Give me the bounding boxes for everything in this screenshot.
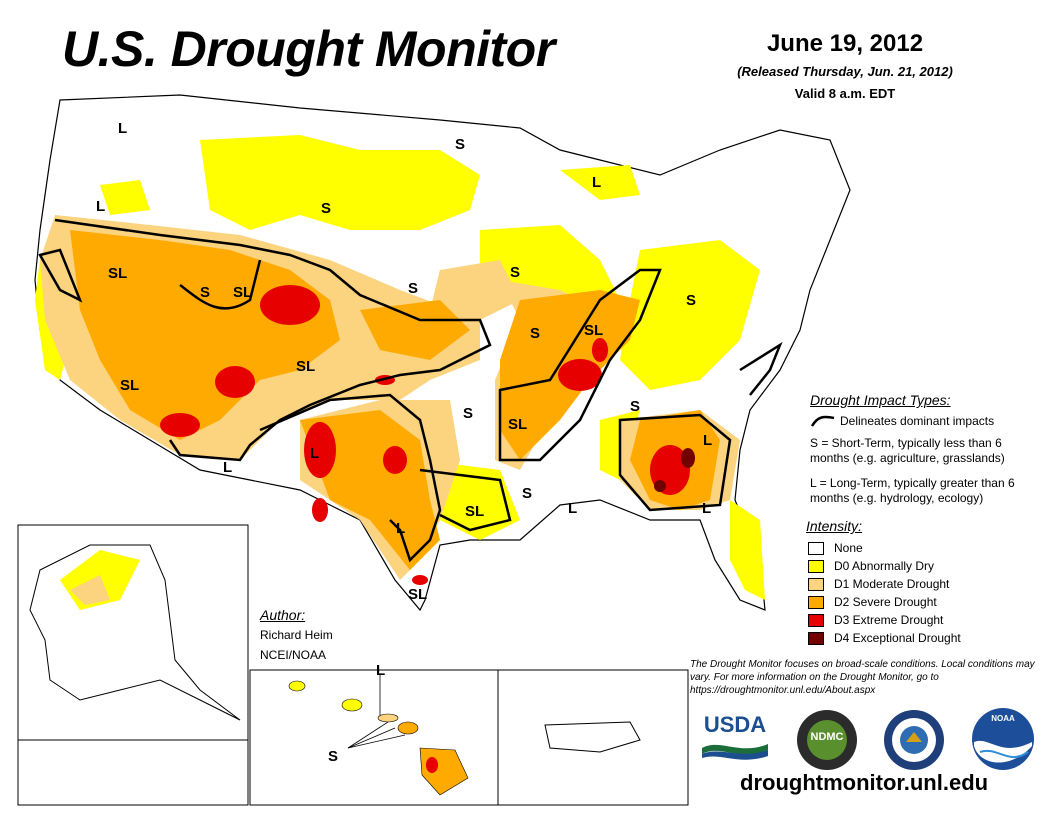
map-label: S xyxy=(455,136,466,153)
legend-label: D1 Moderate Drought xyxy=(834,577,950,591)
swatch-d1 xyxy=(808,578,824,591)
swatch-d4 xyxy=(808,632,824,645)
impact-delineates: Delineates dominant impacts xyxy=(840,414,995,428)
author-org: NCEI/NOAA xyxy=(260,648,327,662)
swatch-d3 xyxy=(808,614,824,627)
map-label: SL xyxy=(233,284,253,301)
map-label: S xyxy=(510,264,521,281)
map-label: L xyxy=(118,120,128,137)
map-date: June 19, 2012 xyxy=(766,30,924,57)
map-label: S xyxy=(530,325,541,342)
legend-label: D2 Severe Drought xyxy=(834,595,937,609)
map-label: L xyxy=(96,198,106,215)
map-label: S xyxy=(686,292,697,309)
usda-logo: USDA xyxy=(700,712,770,760)
ndmc-logo-text: NDMC xyxy=(810,731,844,743)
noaa-logo xyxy=(972,708,1034,770)
map-label: SL xyxy=(108,265,128,282)
noaa-logo-text: NOAA xyxy=(991,714,1015,723)
map-label: L xyxy=(310,445,320,462)
valid-time: Valid 8 a.m. EDT xyxy=(794,86,896,101)
ndmc-logo xyxy=(797,710,857,770)
map-label: SL xyxy=(408,586,428,603)
page-title: U.S. Drought Monitor xyxy=(62,21,555,77)
impact-heading: Drought Impact Types: xyxy=(810,392,951,408)
map-label: S xyxy=(463,405,474,422)
release-date: (Released Thursday, Jun. 21, 2012) xyxy=(737,64,953,79)
map-label: S xyxy=(321,200,332,217)
map-label: S xyxy=(200,284,211,301)
map-label: L xyxy=(568,500,578,517)
impact-lines xyxy=(38,218,783,563)
map-label: SL xyxy=(296,358,316,375)
map-label: SL xyxy=(584,322,604,339)
legend-label: None xyxy=(834,541,863,555)
intensity-heading: Intensity: xyxy=(806,518,863,534)
impact-short-term: S = Short-Term, typically less than 6 mo… xyxy=(810,436,1005,465)
disclaimer: The Drought Monitor focuses on broad-sca… xyxy=(690,659,1035,696)
map-label: S xyxy=(630,398,641,415)
map-label: SL xyxy=(508,416,528,433)
d4-areas xyxy=(654,448,695,492)
author-heading: Author: xyxy=(260,607,306,623)
commerce-seal-logo xyxy=(884,710,944,770)
swatch-d2 xyxy=(808,596,824,609)
hawaii-inset xyxy=(249,669,499,806)
swatch-d0 xyxy=(808,560,824,573)
impact-line-icon xyxy=(810,415,835,427)
map-label: L xyxy=(223,459,233,476)
legend-label: D3 Extreme Drought xyxy=(834,613,944,627)
map-label: SL xyxy=(120,377,140,394)
map-label: L xyxy=(592,174,602,191)
website-url[interactable]: droughtmonitor.unl.edu xyxy=(740,770,989,795)
map-label: S xyxy=(522,485,533,502)
map-label: L xyxy=(702,500,712,517)
swatch-none xyxy=(808,542,824,555)
map-label: S xyxy=(408,280,419,297)
map-label: S xyxy=(328,748,339,765)
map-label: SL xyxy=(465,503,485,520)
author-name: Richard Heim xyxy=(260,628,333,642)
legend-label: D0 Abnormally Dry xyxy=(834,559,935,573)
map-label: L xyxy=(703,432,713,449)
map-label: L xyxy=(376,662,386,679)
legend-label: D4 Exceptional Drought xyxy=(834,631,961,645)
map-label: L xyxy=(396,520,406,537)
impact-long-term: L = Long-Term, typically greater than 6 … xyxy=(810,476,1015,505)
